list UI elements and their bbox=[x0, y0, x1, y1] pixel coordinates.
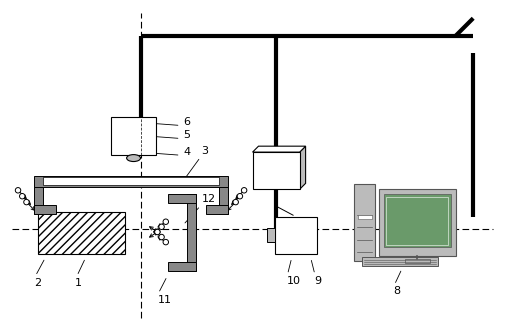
Text: 6: 6 bbox=[183, 117, 190, 127]
Bar bbox=[275, 216, 317, 254]
Bar bbox=[206, 205, 228, 214]
Circle shape bbox=[163, 239, 169, 245]
Text: 1: 1 bbox=[75, 278, 82, 288]
Bar bbox=[35, 187, 43, 214]
Bar bbox=[35, 205, 56, 214]
Bar bbox=[379, 189, 456, 256]
Ellipse shape bbox=[127, 155, 141, 162]
Text: 8: 8 bbox=[393, 287, 400, 296]
Bar bbox=[252, 152, 300, 189]
Bar bbox=[35, 176, 228, 187]
Bar bbox=[384, 194, 451, 247]
Circle shape bbox=[20, 194, 25, 199]
Bar bbox=[354, 184, 375, 261]
Bar bbox=[187, 194, 195, 271]
Bar bbox=[405, 259, 430, 263]
Text: 3: 3 bbox=[202, 146, 208, 156]
Circle shape bbox=[24, 200, 29, 205]
Text: 12: 12 bbox=[202, 194, 216, 204]
Text: 11: 11 bbox=[157, 295, 171, 305]
Text: 9: 9 bbox=[314, 276, 321, 286]
Circle shape bbox=[155, 229, 160, 235]
Text: 7: 7 bbox=[297, 218, 304, 228]
Circle shape bbox=[155, 229, 160, 235]
Circle shape bbox=[16, 188, 21, 193]
Text: 2: 2 bbox=[35, 278, 41, 288]
Text: 10: 10 bbox=[286, 276, 301, 286]
Polygon shape bbox=[252, 146, 306, 152]
Bar bbox=[168, 194, 195, 203]
Circle shape bbox=[159, 234, 164, 240]
Bar bbox=[111, 118, 156, 155]
Text: 4: 4 bbox=[183, 147, 190, 157]
Circle shape bbox=[241, 188, 247, 193]
Bar bbox=[168, 262, 195, 271]
Text: 5: 5 bbox=[183, 130, 190, 140]
Circle shape bbox=[163, 219, 169, 224]
Bar bbox=[43, 177, 219, 185]
Polygon shape bbox=[300, 146, 306, 189]
Bar bbox=[361, 257, 438, 266]
Bar bbox=[358, 215, 372, 219]
Circle shape bbox=[233, 200, 238, 205]
Circle shape bbox=[159, 224, 164, 229]
Circle shape bbox=[237, 194, 242, 199]
Bar bbox=[219, 187, 228, 214]
Bar bbox=[38, 211, 125, 254]
Bar bbox=[267, 228, 275, 242]
Bar bbox=[386, 197, 448, 245]
